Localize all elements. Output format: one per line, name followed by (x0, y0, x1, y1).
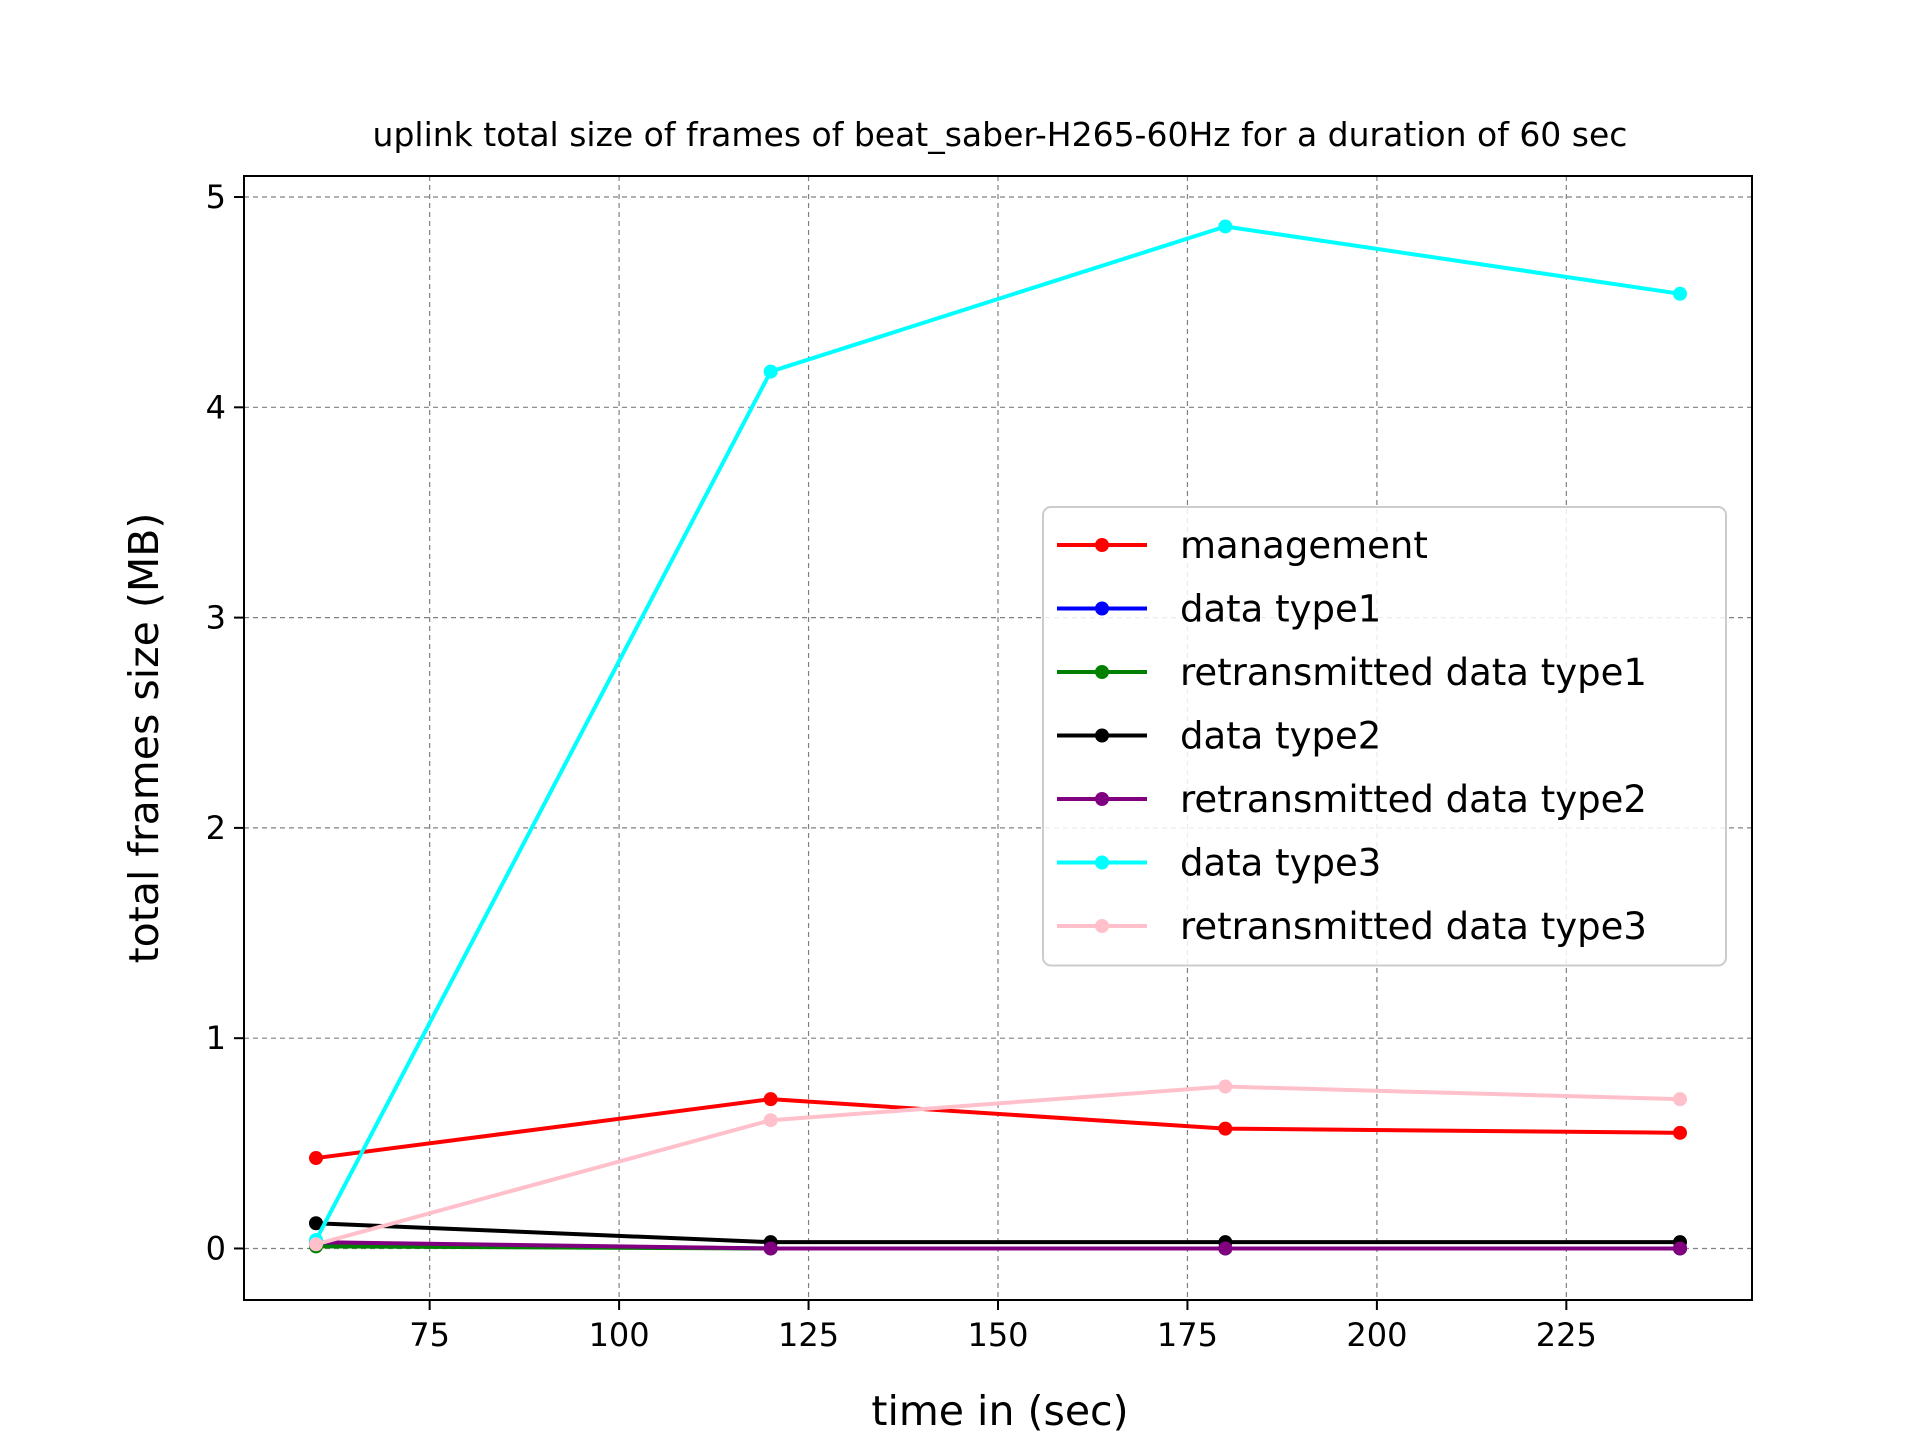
x-tick-label: 200 (1346, 1316, 1407, 1354)
legend-marker (1095, 919, 1109, 933)
data-point (763, 364, 778, 379)
legend-label: retransmitted data type3 (1180, 905, 1647, 948)
series-line (315, 1221, 1681, 1245)
x-tick-label: 225 (1536, 1316, 1597, 1354)
legend-entry: data type1 (1057, 588, 1381, 631)
x-axis-label: time in (sec) (871, 1387, 1128, 1435)
series-line (315, 1084, 1681, 1247)
legend-label: management (1180, 524, 1428, 567)
data-point (1218, 1241, 1233, 1256)
legend-marker (1095, 855, 1109, 870)
x-tick-label: 100 (589, 1316, 650, 1354)
y-tick-label: 1 (206, 1019, 226, 1057)
legend-marker (1095, 665, 1109, 679)
x-tick-label: 150 (967, 1316, 1028, 1354)
data-point (308, 1237, 323, 1252)
legend-entry: management (1057, 524, 1428, 567)
data-point (1673, 1125, 1688, 1140)
data-point (308, 1216, 323, 1231)
series-line (315, 1097, 1681, 1161)
data-point (1673, 286, 1688, 301)
legend-entry: retransmitted data type1 (1057, 651, 1647, 694)
legend-marker (1095, 792, 1109, 806)
legend-box (1042, 506, 1727, 967)
data-point (1218, 1079, 1233, 1094)
series-data-type3 (308, 219, 1688, 1248)
data-point (1218, 219, 1233, 234)
legend-marker (1095, 538, 1109, 552)
series-line (314, 224, 1681, 1241)
series-management (308, 1092, 1688, 1166)
chart-title: uplink total size of frames of beat_sabe… (373, 115, 1628, 154)
legend-label: data type1 (1180, 588, 1381, 631)
legend-label: retransmitted data type1 (1180, 651, 1647, 694)
legend-marker (1095, 728, 1109, 743)
legend-label: data type3 (1180, 842, 1381, 885)
data-point (763, 1241, 778, 1256)
data-point (1218, 1121, 1233, 1136)
legend-marker (1095, 601, 1109, 616)
y-tick-label: 0 (206, 1229, 226, 1267)
data-point (763, 1113, 778, 1128)
x-tick-label: 75 (409, 1316, 450, 1354)
legend: management data type1 retransmitted data t… (1042, 506, 1727, 967)
data-point (1673, 1241, 1688, 1256)
legend-entry: retransmitted data type3 (1057, 905, 1647, 948)
data-point (308, 1151, 323, 1166)
series-retransmitted-data-type3 (308, 1079, 1688, 1252)
legend-label: retransmitted data type2 (1180, 778, 1647, 821)
x-tick-label: 175 (1157, 1316, 1218, 1354)
series-layer (308, 219, 1688, 1256)
data-point (1673, 1092, 1688, 1107)
legend-entry: data type3 (1057, 842, 1381, 885)
y-tick-label: 3 (206, 599, 226, 637)
y-tick-label: 5 (206, 178, 226, 216)
legend-entry: data type2 (1057, 715, 1381, 758)
series-line (315, 1240, 1681, 1251)
y-tick-label: 4 (206, 388, 226, 426)
y-tick-label: 2 (206, 809, 226, 847)
legend-entry: retransmitted data type2 (1057, 778, 1647, 821)
data-point (763, 1092, 778, 1107)
legend-label: data type2 (1180, 715, 1381, 758)
x-tick-label: 125 (778, 1316, 839, 1354)
y-axis-label: total frames size (MB) (120, 513, 168, 964)
axis-ticks: 75 100 125 150 175 200 225 0 1 2 3 4 5 (206, 178, 1597, 1354)
